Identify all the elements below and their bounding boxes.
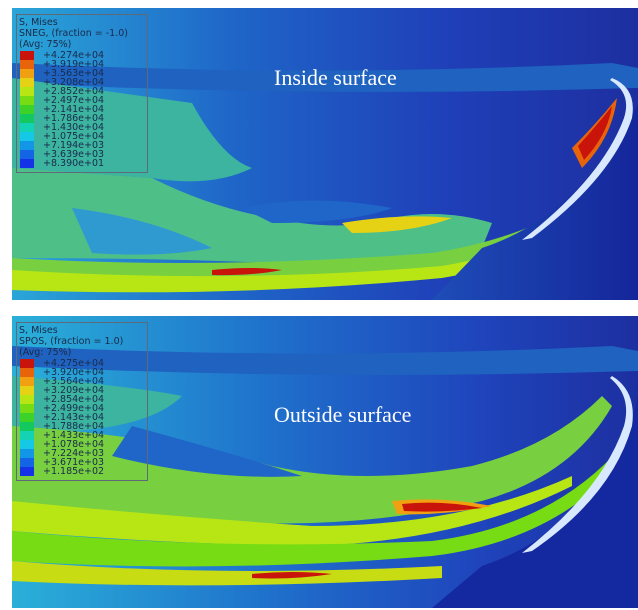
legend-swatch bbox=[20, 78, 34, 87]
legend-entry: +3.208e+04 bbox=[19, 77, 145, 88]
legend-entry: +1.185e+02 bbox=[19, 466, 145, 477]
legend-value: +3.208e+04 bbox=[43, 77, 105, 88]
legend-value: +3.209e+04 bbox=[43, 385, 105, 396]
legend-value: +3.671e+03 bbox=[43, 457, 105, 468]
legend-value: +7.224e+03 bbox=[43, 448, 105, 459]
legend-value: +2.497e+04 bbox=[43, 95, 105, 106]
legend-entry: +1.430e+04 bbox=[19, 122, 145, 133]
legend-swatch bbox=[20, 132, 34, 141]
legend-value: +1.788e+04 bbox=[43, 421, 105, 432]
legend-swatch bbox=[20, 114, 34, 123]
legend-swatch bbox=[20, 377, 34, 386]
legend-swatch bbox=[20, 159, 34, 168]
legend-value: +2.854e+04 bbox=[43, 394, 105, 405]
legend-value: +2.499e+04 bbox=[43, 403, 105, 414]
legend-value: +1.078e+04 bbox=[43, 439, 105, 450]
legend-entry: +7.194e+03 bbox=[19, 140, 145, 151]
legend-entry: +8.390e+01 bbox=[19, 158, 145, 169]
legend-entry: +3.639e+03 bbox=[19, 149, 145, 160]
legend-swatch bbox=[20, 69, 34, 78]
legend-title: S, Mises bbox=[19, 17, 58, 28]
legend-entry: +1.078e+04 bbox=[19, 439, 145, 450]
legend-entry: +3.563e+04 bbox=[19, 68, 145, 79]
legend-entry: +2.854e+04 bbox=[19, 394, 145, 405]
legend-swatch bbox=[20, 60, 34, 69]
legend-swatch bbox=[20, 105, 34, 114]
legend-rows: +4.274e+04 +3.919e+04 +3.563e+04 +3.208e+04… bbox=[19, 50, 145, 169]
color-legend: S, Mises SNEG, (fraction = -1.0) (Avg: 7… bbox=[16, 14, 148, 173]
legend-swatch bbox=[20, 96, 34, 105]
legend-rows: +4.275e+04 +3.920e+04 +3.564e+04 +3.209e+04… bbox=[19, 358, 145, 477]
legend-entry: +1.786e+04 bbox=[19, 113, 145, 124]
legend-value: +2.141e+04 bbox=[43, 104, 105, 115]
legend-value: +2.852e+04 bbox=[43, 86, 105, 97]
legend-entry: +3.209e+04 bbox=[19, 385, 145, 396]
legend-swatch bbox=[20, 458, 34, 467]
legend-entry: +3.564e+04 bbox=[19, 376, 145, 387]
legend-value: +1.786e+04 bbox=[43, 113, 105, 124]
legend-entry: +2.852e+04 bbox=[19, 86, 145, 97]
stress-contour-image-inside bbox=[12, 8, 638, 300]
legend-entry: +4.274e+04 bbox=[19, 50, 145, 61]
legend-entry: +3.920e+04 bbox=[19, 367, 145, 378]
contour-plot-outside: S, Mises SPOS, (fraction = 1.0) (Avg: 75… bbox=[12, 316, 638, 608]
legend-value: +1.185e+02 bbox=[43, 466, 105, 477]
legend-value: +2.143e+04 bbox=[43, 412, 105, 423]
surface-label: Outside surface bbox=[274, 402, 412, 427]
legend-swatch bbox=[20, 123, 34, 132]
legend-swatch bbox=[20, 395, 34, 404]
legend-avg: (Avg: 75%) bbox=[19, 39, 72, 50]
color-legend: S, Mises SPOS, (fraction = 1.0) (Avg: 75… bbox=[16, 322, 148, 481]
legend-value: +3.564e+04 bbox=[43, 376, 105, 387]
legend-swatch bbox=[20, 386, 34, 395]
legend-entry: +4.275e+04 bbox=[19, 358, 145, 369]
legend-swatch bbox=[20, 141, 34, 150]
legend-swatch bbox=[20, 422, 34, 431]
stress-contour-image-outside bbox=[12, 316, 638, 608]
legend-entry: +2.143e+04 bbox=[19, 412, 145, 423]
legend-entry: +1.433e+04 bbox=[19, 430, 145, 441]
legend-subtitle: SPOS, (fraction = 1.0) bbox=[19, 336, 124, 347]
legend-value: +1.433e+04 bbox=[43, 430, 105, 441]
legend-swatch bbox=[20, 404, 34, 413]
legend-swatch bbox=[20, 413, 34, 422]
legend-entry: +7.224e+03 bbox=[19, 448, 145, 459]
legend-value: +8.390e+01 bbox=[43, 158, 105, 169]
legend-entry: +2.141e+04 bbox=[19, 104, 145, 115]
legend-entry: +3.919e+04 bbox=[19, 59, 145, 70]
surface-label: Inside surface bbox=[274, 65, 397, 90]
legend-title: S, Mises bbox=[19, 325, 58, 336]
legend-swatch bbox=[20, 449, 34, 458]
legend-value: +3.919e+04 bbox=[43, 59, 105, 70]
legend-entry: +1.788e+04 bbox=[19, 421, 145, 432]
legend-swatch bbox=[20, 51, 34, 60]
legend-swatch bbox=[20, 440, 34, 449]
legend-value: +4.274e+04 bbox=[43, 50, 105, 61]
legend-value: +7.194e+03 bbox=[43, 140, 105, 151]
legend-swatch bbox=[20, 87, 34, 96]
legend-swatch bbox=[20, 150, 34, 159]
legend-swatch bbox=[20, 368, 34, 377]
legend-entry: +2.499e+04 bbox=[19, 403, 145, 414]
legend-entry: +2.497e+04 bbox=[19, 95, 145, 106]
contour-plot-inside: S, Mises SNEG, (fraction = -1.0) (Avg: 7… bbox=[12, 8, 638, 300]
legend-swatch bbox=[20, 431, 34, 440]
legend-value: +4.275e+04 bbox=[43, 358, 105, 369]
legend-value: +1.075e+04 bbox=[43, 131, 105, 142]
legend-swatch bbox=[20, 467, 34, 476]
legend-entry: +1.075e+04 bbox=[19, 131, 145, 142]
legend-swatch bbox=[20, 359, 34, 368]
legend-subtitle: SNEG, (fraction = -1.0) bbox=[19, 28, 128, 39]
legend-value: +3.920e+04 bbox=[43, 367, 105, 378]
legend-entry: +3.671e+03 bbox=[19, 457, 145, 468]
legend-value: +3.639e+03 bbox=[43, 149, 105, 160]
legend-value: +3.563e+04 bbox=[43, 68, 105, 79]
legend-avg: (Avg: 75%) bbox=[19, 347, 72, 358]
legend-value: +1.430e+04 bbox=[43, 122, 105, 133]
